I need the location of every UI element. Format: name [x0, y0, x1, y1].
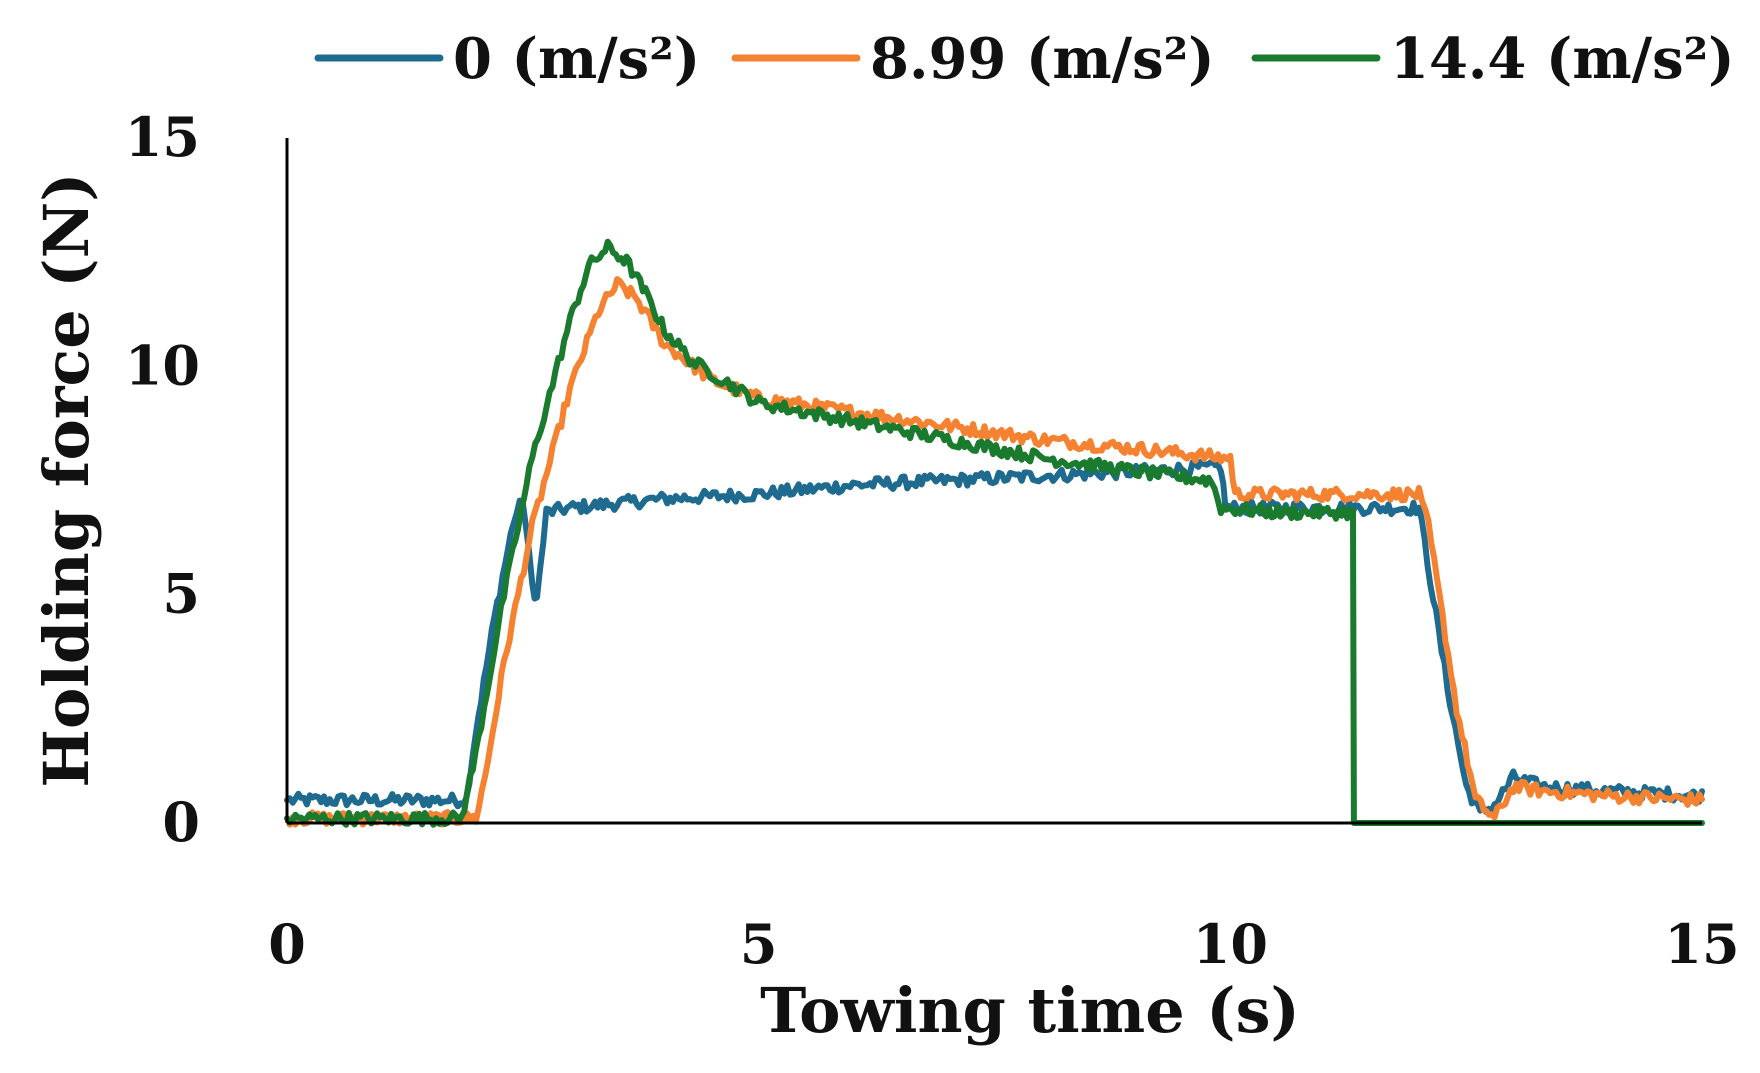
x-tick-label: 5 — [740, 912, 778, 976]
x-tick-labels: 0 5 10 15 — [268, 912, 1739, 976]
x-tick-label: 10 — [1193, 912, 1268, 976]
y-tick-label: 15 — [125, 105, 200, 169]
y-tick-label: 0 — [162, 790, 200, 854]
x-tick-label: 15 — [1664, 912, 1739, 976]
legend-label-2: 14.4 (m/s²) — [1390, 26, 1735, 92]
series-line-2 — [284, 238, 1705, 828]
y-tick-labels: 0 5 10 15 — [125, 105, 200, 854]
legend-label-0: 0 (m/s²) — [453, 26, 700, 92]
legend-label-1: 8.99 (m/s²) — [870, 26, 1215, 92]
x-tick-label: 0 — [268, 912, 306, 976]
series-layer — [284, 238, 1705, 828]
plot-area — [284, 138, 1705, 828]
x-axis-title: Towing time (s) — [760, 974, 1300, 1047]
y-tick-label: 10 — [125, 333, 200, 397]
series-line-1 — [284, 276, 1705, 828]
y-axis-title: Holding force (N) — [30, 172, 103, 787]
y-tick-label: 5 — [162, 562, 200, 626]
legend: 0 (m/s²) 8.99 (m/s²) 14.4 (m/s²) — [314, 26, 1735, 92]
